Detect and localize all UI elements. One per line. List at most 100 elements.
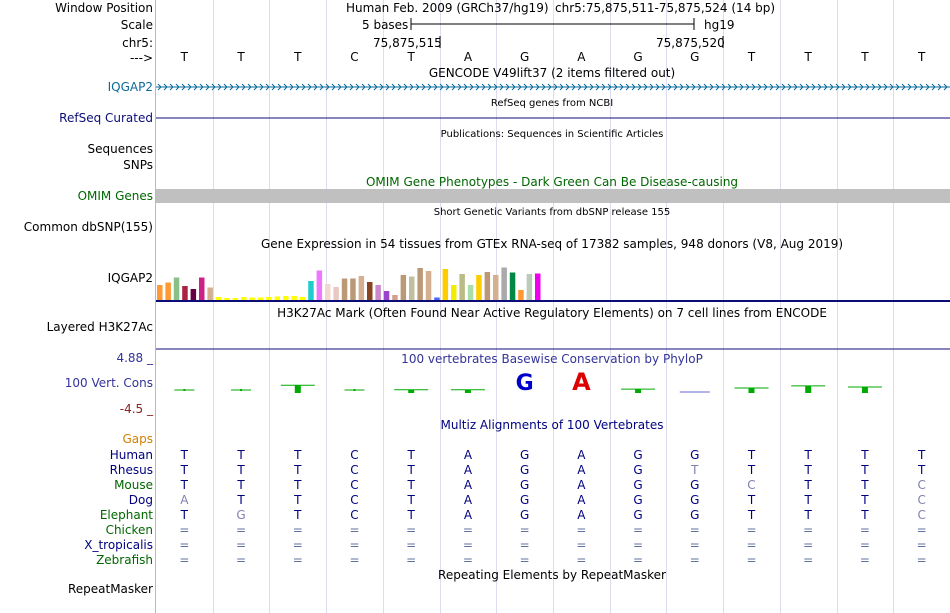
- gtex-tissue-bar: [291, 296, 297, 300]
- gencode-strand-chevron: [829, 83, 834, 91]
- gtex-tissue-bar: [241, 297, 247, 300]
- gencode-strand-chevron: [721, 83, 726, 91]
- gtex-tissue-bar: [283, 296, 289, 300]
- gencode-strand-chevron: [289, 83, 294, 91]
- conservation-bar: [408, 389, 415, 393]
- gencode-strand-chevron: [259, 83, 264, 91]
- species-label[interactable]: Chicken: [105, 523, 153, 537]
- gencode-strand-chevron: [295, 83, 300, 91]
- gtex-tissue-bar: [518, 290, 524, 300]
- gencode-strand-chevron: [877, 83, 882, 91]
- alignment-base: G: [519, 478, 530, 492]
- species-label[interactable]: X_tropicalis: [84, 538, 153, 552]
- alignment-base: A: [577, 508, 586, 522]
- label-omim-genes[interactable]: OMIM Genes: [77, 189, 153, 203]
- alignment-base: T: [804, 508, 812, 522]
- title-refseq: RefSeq genes from NCBI: [490, 98, 614, 109]
- alignment-base: T: [691, 463, 699, 477]
- gtex-tissue-bar: [484, 272, 491, 300]
- gtex-tissue-bar: [400, 275, 407, 300]
- gridline: [610, 0, 611, 613]
- title-conservation: 100 vertebrates Basewise Conservation by…: [401, 352, 703, 366]
- alignment-base: T: [747, 448, 756, 462]
- alignment-base: G: [690, 448, 700, 462]
- sequence-base: G: [519, 50, 530, 64]
- gencode-strand-chevron: [241, 83, 246, 91]
- gtex-tissue-bar: [509, 272, 516, 300]
- species-label[interactable]: Zebrafish: [96, 553, 153, 567]
- alignment-base: T: [180, 508, 189, 522]
- gencode-strand-chevron: [181, 83, 186, 91]
- alignment-base: T: [294, 448, 302, 462]
- alignment-base: =: [916, 553, 927, 567]
- alignment-base: T: [747, 508, 756, 522]
- gtex-tissue-bar: [232, 298, 239, 300]
- species-label[interactable]: Rhesus: [109, 463, 153, 477]
- label-snps[interactable]: SNPs: [123, 158, 153, 172]
- gencode-strand-chevron: [403, 83, 408, 91]
- alignment-base: T: [294, 478, 302, 492]
- gencode-strand-chevron: [727, 83, 732, 91]
- gtex-tissue-bar: [199, 277, 205, 300]
- gridline: [723, 0, 724, 613]
- label-gaps[interactable]: Gaps: [122, 432, 153, 446]
- gencode-strand-chevron: [385, 83, 390, 91]
- gencode-strand-chevron: [331, 83, 336, 91]
- label-repeatmasker[interactable]: RepeatMasker: [67, 582, 153, 596]
- alignment-base: T: [861, 478, 869, 492]
- gtex-tissue-bar: [299, 297, 306, 300]
- gencode-strand-chevron: [637, 83, 642, 91]
- gencode-strand-chevron: [667, 83, 672, 91]
- label-100-vert-cons[interactable]: 100 Vert. Cons: [64, 376, 153, 390]
- alignment-base: =: [916, 538, 927, 552]
- gtex-tissue-bar: [451, 285, 457, 300]
- alignment-base: =: [859, 523, 870, 537]
- gencode-strand-chevron: [751, 83, 756, 91]
- gridline: [213, 0, 214, 613]
- gencode-strand-chevron: [451, 83, 456, 91]
- gencode-strand-chevron: [787, 83, 792, 91]
- gencode-strand-chevron: [661, 83, 666, 91]
- alignment-base: A: [180, 493, 189, 507]
- alignment-base: =: [349, 523, 360, 537]
- gencode-strand-chevron: [901, 83, 906, 91]
- label-common-dbsnp[interactable]: Common dbSNP(155): [23, 220, 153, 234]
- alignment-base: T: [861, 448, 869, 462]
- gtex-tissue-bar: [501, 267, 507, 300]
- gtex-tissue-bar: [157, 285, 163, 300]
- species-label[interactable]: Human: [109, 448, 153, 462]
- label-layered-h3k27ac[interactable]: Layered H3K27Ac: [46, 320, 153, 334]
- label-gencode-iqgap2[interactable]: IQGAP2: [107, 80, 153, 94]
- alignment-base: T: [407, 448, 415, 462]
- alignment-base: =: [349, 553, 360, 567]
- alignment-base: A: [463, 493, 473, 507]
- sequence-base: A: [577, 50, 586, 64]
- gencode-strand-chevron: [931, 83, 936, 91]
- alignment-base: =: [349, 538, 360, 552]
- gencode-strand-chevron: [373, 83, 378, 91]
- gtex-tissue-bar: [333, 287, 339, 300]
- alignment-base: C: [350, 448, 359, 462]
- gencode-strand-chevron: [691, 83, 696, 91]
- alignment-base: =: [406, 553, 417, 567]
- label-sequences[interactable]: Sequences: [87, 142, 153, 156]
- gencode-strand-chevron: [325, 83, 330, 91]
- gencode-strand-chevron: [265, 83, 270, 91]
- label-refseq-curated[interactable]: RefSeq Curated: [59, 111, 153, 125]
- alignment-base: T: [180, 448, 189, 462]
- gtex-tissue-bar: [434, 297, 440, 300]
- species-label[interactable]: Elephant: [99, 508, 153, 522]
- alignment-base: G: [633, 463, 643, 477]
- gencode-strand-chevron: [487, 83, 492, 91]
- gencode-strand-chevron: [493, 83, 498, 91]
- label-arrow: --->: [129, 51, 153, 65]
- gtex-tissue-bar: [425, 271, 432, 300]
- alignment-base: T: [861, 493, 869, 507]
- gencode-strand-chevron: [823, 83, 828, 91]
- sequence-base: G: [633, 50, 643, 64]
- species-label[interactable]: Mouse: [114, 478, 153, 492]
- sequence-base: T: [294, 50, 302, 64]
- species-label[interactable]: Dog: [128, 493, 153, 507]
- label-gtex-iqgap2[interactable]: IQGAP2: [107, 271, 153, 285]
